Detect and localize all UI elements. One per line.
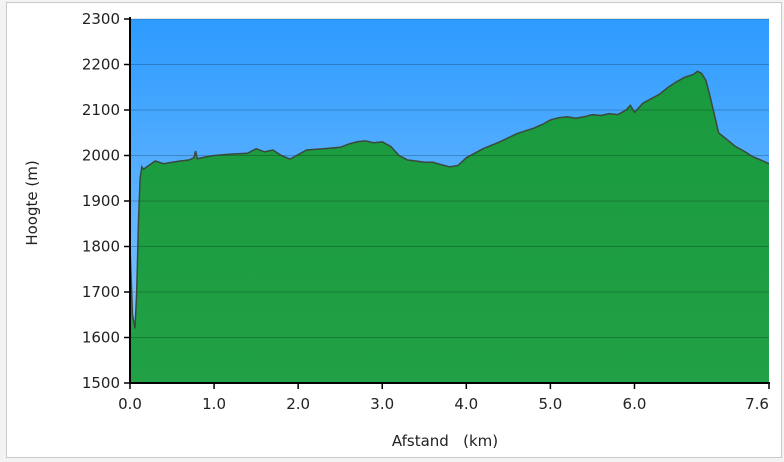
y-tick-label: 1600 (82, 329, 120, 347)
y-tick-label: 2200 (82, 56, 120, 74)
y-tick-label: 2000 (82, 147, 120, 165)
x-tick-label: 3.0 (370, 395, 394, 413)
y-tick-label: 1500 (82, 374, 120, 392)
x-axis-title: Afstand (km) (392, 432, 498, 450)
x-tick-label: 0.0 (118, 395, 142, 413)
elevation-line (129, 70, 770, 329)
x-tick-label: 5.0 (538, 395, 562, 413)
x-ticks: 0.0 1.0 2.0 3.0 4.0 5.0 6.0 7.6 (118, 383, 770, 413)
y-axis-title: Hoogte (m) (23, 160, 41, 245)
gridlines (130, 18, 769, 338)
x-tick-label: 1.0 (202, 395, 226, 413)
y-ticks: 1500 1600 1700 1800 1900 2000 2100 2200 2300 (82, 10, 130, 392)
elevation-area (130, 71, 769, 384)
y-tick-label: 1900 (82, 192, 120, 210)
y-tick-label: 2300 (82, 10, 120, 28)
x-tick-label: 2.0 (286, 395, 310, 413)
y-tick-label: 1800 (82, 238, 120, 256)
x-tick-label: 4.0 (454, 395, 478, 413)
y-tick-label: 2100 (82, 101, 120, 119)
x-tick-label: 6.0 (623, 395, 647, 413)
y-tick-label: 1700 (82, 283, 120, 301)
x-tick-label: 7.6 (745, 395, 769, 413)
